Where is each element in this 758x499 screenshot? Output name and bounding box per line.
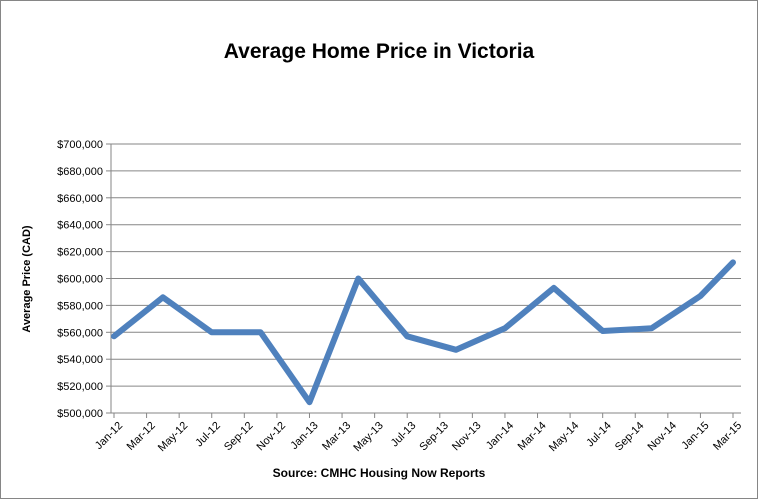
chart-source: Source: CMHC Housing Now Reports <box>272 466 486 480</box>
y-tick-label: $640,000 <box>57 220 103 232</box>
x-tick-label: Sep-12 <box>222 420 256 454</box>
y-tick-label: $580,000 <box>57 300 103 312</box>
y-tick-label: $540,000 <box>57 354 103 366</box>
y-tick-label: $520,000 <box>57 381 103 393</box>
y-tick-label: $620,000 <box>57 247 103 259</box>
y-tick-label: $660,000 <box>57 193 103 205</box>
x-tick-label: Jan-12 <box>93 420 125 452</box>
series-line <box>111 259 736 406</box>
x-tick-label: Mar-12 <box>125 420 158 453</box>
x-tick-label: Mar-14 <box>516 420 549 453</box>
x-tick-label: Jan-13 <box>288 420 320 452</box>
series-line-group <box>111 259 736 406</box>
x-tick-label: Nov-13 <box>450 420 484 454</box>
x-tick-label: May-14 <box>547 420 581 454</box>
x-tick-label: Mar-13 <box>320 420 353 453</box>
y-tick-label: $600,000 <box>57 274 103 286</box>
x-tick-label: Jan-15 <box>679 420 711 452</box>
y-tick-label: $680,000 <box>57 166 103 178</box>
x-tick-label: Jul-12 <box>193 420 223 450</box>
x-tick-label: Jan-14 <box>484 420 516 452</box>
y-tick-label: $560,000 <box>57 327 103 339</box>
x-tick-label: Nov-14 <box>645 420 679 454</box>
y-tick-label: $700,000 <box>57 139 103 151</box>
x-tick-label: Sep-14 <box>613 420 647 454</box>
x-tick-label: Mar-15 <box>711 420 744 453</box>
chart-title: Average Home Price in Victoria <box>223 40 535 63</box>
x-tick-label: May-12 <box>156 420 190 454</box>
y-tick-label: $500,000 <box>57 408 103 420</box>
y-tick-labels: $500,000 $520,000 $540,000 $560,000 $580,000… <box>57 139 103 420</box>
x-tick-label: Sep-13 <box>417 420 451 454</box>
gridlines <box>106 143 741 414</box>
x-tick-label: May-13 <box>351 420 385 454</box>
x-tick-label: Jul-13 <box>389 420 419 450</box>
x-tick-label: Jul-14 <box>584 420 614 450</box>
x-tick-label: Nov-12 <box>255 420 289 454</box>
